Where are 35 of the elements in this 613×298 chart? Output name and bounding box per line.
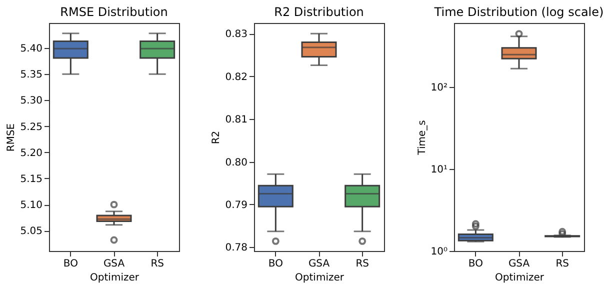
chart-title: Time Distribution (log scale) (433, 5, 604, 19)
y-tick-label: 10² (430, 82, 448, 94)
y-tick-label: 10¹ (430, 164, 448, 176)
x-axis-title: Optimizer (295, 272, 345, 284)
y-tick-label: 5.25 (20, 122, 42, 133)
chart-title: RMSE Distribution (60, 5, 168, 19)
x-tick-label: RS (356, 258, 369, 270)
y-tick-label: 0.79 (225, 200, 248, 211)
y-tick-label: 5.05 (20, 226, 42, 238)
y-tick-label: 5.10 (20, 200, 42, 212)
y-tick-label: 5.20 (20, 148, 42, 159)
x-tick-label: GSA (508, 258, 530, 270)
y-tick-label: 10⁰ (430, 246, 448, 258)
y-axis-title: R2 (211, 130, 222, 144)
y-axis-title: RMSE (6, 123, 18, 152)
x-axis-title: Optimizer (90, 272, 140, 284)
x-tick-label: BO (468, 258, 484, 270)
y-tick-label: 0.82 (225, 72, 248, 83)
x-tick-label: RS (556, 258, 569, 270)
y-tick-label: 0.78 (225, 242, 248, 254)
y-tick-label: 5.30 (20, 96, 42, 107)
y-tick-label: 0.83 (225, 29, 248, 40)
y-tick-label: 5.15 (20, 174, 42, 185)
x-axis-title: Optimizer (495, 272, 545, 284)
x-tick-label: BO (268, 258, 284, 270)
chart-title: R2 Distribution (274, 5, 364, 19)
x-tick-label: RS (150, 258, 164, 270)
y-tick-label: 0.80 (225, 157, 248, 168)
x-tick-label: BO (63, 258, 78, 270)
x-tick-label: GSA (103, 258, 125, 270)
y-axis-title: Time_s (416, 120, 428, 156)
y-tick-label: 5.40 (20, 44, 42, 55)
y-tick-label: 5.35 (20, 70, 42, 81)
y-tick-label: 0.81 (225, 114, 248, 126)
x-tick-label: GSA (308, 258, 330, 270)
